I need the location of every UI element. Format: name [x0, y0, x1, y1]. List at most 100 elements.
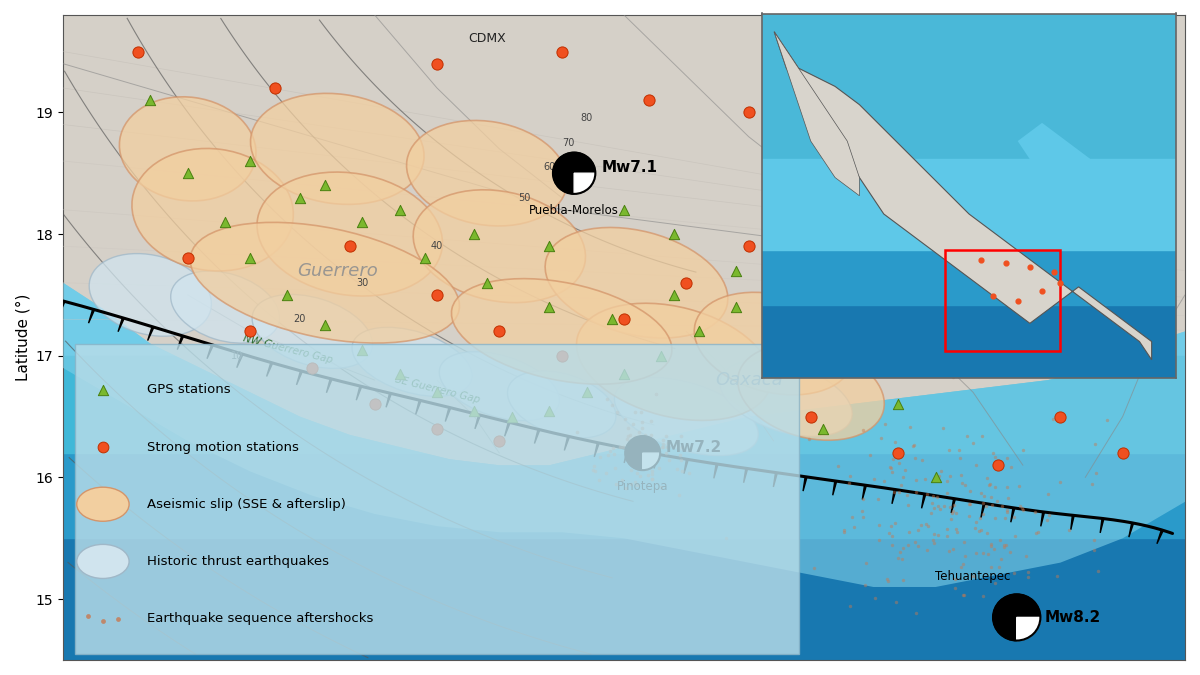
Polygon shape	[59, 301, 65, 315]
Point	[882, 467, 901, 478]
Circle shape	[553, 153, 595, 194]
Point	[889, 458, 908, 468]
Point	[853, 425, 872, 435]
Point	[865, 473, 884, 484]
Point	[896, 465, 916, 476]
Point	[1026, 507, 1045, 518]
Point	[917, 544, 936, 555]
Point	[628, 448, 647, 459]
Point	[960, 510, 979, 521]
Point	[916, 474, 935, 485]
Point	[972, 254, 991, 265]
Point	[1086, 439, 1105, 450]
Point	[884, 486, 904, 497]
Point	[839, 82, 858, 93]
Point	[974, 490, 994, 501]
Point	[886, 437, 905, 448]
Point	[302, 362, 322, 373]
Ellipse shape	[89, 254, 211, 336]
Point	[490, 435, 509, 446]
Point	[946, 574, 965, 585]
Point	[629, 440, 648, 451]
Point	[935, 501, 954, 512]
Point	[316, 180, 335, 191]
Point	[178, 253, 197, 264]
Point	[961, 486, 980, 497]
Point	[923, 535, 942, 545]
Point	[622, 457, 641, 468]
Bar	[64, 453, 1184, 538]
Point	[464, 405, 484, 416]
Point	[652, 482, 671, 493]
Polygon shape	[863, 485, 866, 500]
Point	[892, 554, 911, 565]
Point	[958, 431, 977, 441]
Point	[943, 543, 962, 554]
Ellipse shape	[407, 120, 568, 226]
Point	[1138, 229, 1157, 240]
Point	[628, 456, 647, 467]
Ellipse shape	[190, 222, 460, 343]
Point	[727, 302, 746, 313]
Point	[893, 575, 912, 586]
Point	[636, 441, 655, 452]
Point	[586, 465, 605, 476]
Point	[875, 476, 894, 487]
Point	[979, 479, 998, 490]
Point	[973, 591, 992, 601]
Point	[1019, 567, 1038, 578]
Bar	[64, 538, 1184, 660]
Point	[892, 479, 911, 490]
Point	[78, 611, 97, 622]
Point	[1004, 568, 1024, 578]
Point	[656, 431, 676, 441]
Point	[1084, 545, 1103, 556]
Point	[654, 435, 673, 446]
Point	[924, 503, 943, 514]
Point	[1032, 285, 1051, 296]
Point	[984, 543, 1003, 554]
Point	[996, 258, 1015, 269]
Point	[906, 608, 925, 618]
Point	[642, 469, 661, 480]
Point	[986, 452, 1006, 462]
Point	[654, 439, 673, 450]
Ellipse shape	[738, 344, 884, 440]
Point	[942, 514, 961, 524]
Point	[641, 416, 660, 427]
Point	[552, 46, 571, 57]
Point	[882, 463, 901, 474]
Point	[1051, 107, 1070, 117]
Point	[860, 450, 880, 460]
Point	[998, 493, 1018, 504]
Text: 50: 50	[518, 192, 530, 202]
Point	[598, 394, 617, 404]
Point	[982, 538, 1001, 549]
Point	[997, 481, 1016, 492]
Point	[906, 487, 925, 497]
Polygon shape	[326, 379, 332, 393]
Point	[955, 551, 974, 562]
Point	[626, 431, 646, 442]
Point	[689, 326, 708, 337]
Point	[94, 616, 113, 626]
Point	[978, 472, 997, 483]
Point	[966, 516, 985, 527]
Point	[614, 205, 634, 215]
Ellipse shape	[77, 487, 130, 521]
Point	[622, 465, 641, 476]
Point	[490, 326, 509, 337]
Point	[628, 467, 647, 478]
Wedge shape	[1016, 618, 1040, 641]
Point	[316, 320, 335, 331]
Point	[427, 58, 446, 69]
Point	[390, 205, 409, 215]
Point	[952, 561, 971, 572]
Point	[982, 500, 1001, 510]
Point	[937, 475, 956, 486]
Point	[672, 441, 691, 452]
Point	[1004, 512, 1024, 522]
Point	[602, 400, 622, 410]
Point	[652, 350, 671, 361]
Point	[632, 417, 652, 428]
